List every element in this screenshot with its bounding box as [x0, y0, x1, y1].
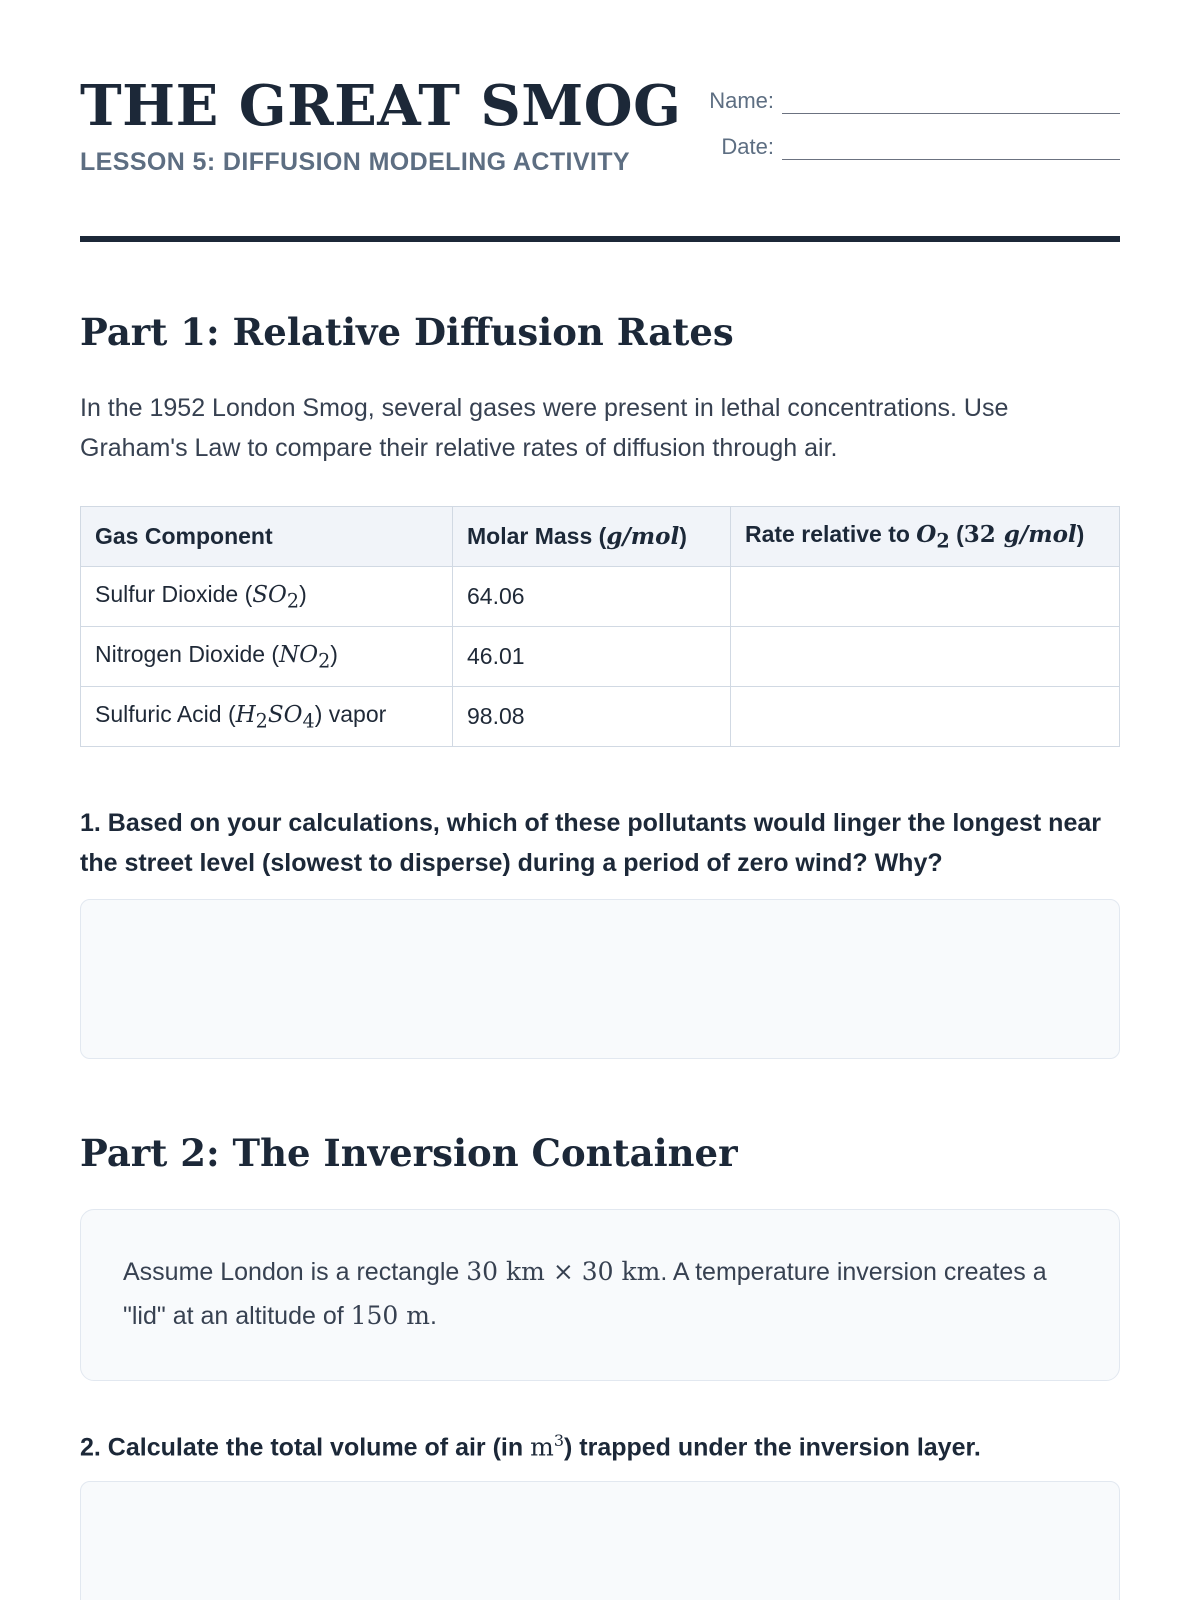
header: THE GREAT SMOG LESSON 5: DIFFUSION MODEL… [80, 0, 1120, 176]
table-row: Sulfuric Acid (H2SO4) vapor 98.08 [80, 686, 1120, 747]
rate-answer-cell[interactable] [730, 686, 1120, 747]
rate-answer-cell[interactable] [730, 626, 1120, 687]
table-header-row: Gas Component Molar Mass (g/mol) Rate re… [80, 506, 1120, 567]
gas-name-cell: Nitrogen Dioxide (NO2) [80, 626, 453, 687]
date-label: Date: [721, 134, 774, 159]
part1-intro: In the 1952 London Smog, several gases w… [80, 394, 1009, 462]
table-row: Nitrogen Dioxide (NO2) 46.01 [80, 626, 1120, 687]
date-field[interactable] [782, 135, 1120, 160]
name-field[interactable] [782, 89, 1120, 114]
gas-name-cell: Sulfur Dioxide (SO2) [80, 566, 453, 627]
date-row: Date: [690, 126, 1120, 160]
part1-title: Part 1: Relative Diffusion Rates [80, 310, 734, 354]
page-title: THE GREAT SMOG [80, 73, 682, 139]
gas-table: Gas Component Molar Mass (g/mol) Rate re… [80, 506, 1120, 747]
header-divider [80, 236, 1120, 242]
molar-mass-cell: 46.01 [452, 626, 731, 687]
name-row: Name: [690, 80, 1120, 114]
part2-title: Part 2: The Inversion Container [80, 1131, 738, 1175]
answer-box-1[interactable] [80, 899, 1120, 1059]
name-label: Name: [709, 88, 774, 113]
question-1: 1. Based on your calculations, which of … [80, 809, 1101, 877]
molar-mass-cell: 98.08 [452, 686, 731, 747]
header-gas-component: Gas Component [80, 506, 453, 567]
table-row: Sulfur Dioxide (SO2) 64.06 [80, 566, 1120, 627]
rate-answer-cell[interactable] [730, 566, 1120, 627]
gas-name-cell: Sulfuric Acid (H2SO4) vapor [80, 686, 453, 747]
page-subtitle: LESSON 5: DIFFUSION MODELING ACTIVITY [80, 148, 631, 176]
student-info: Name: Date: [690, 80, 1120, 172]
question-2: 2. Calculate the total volume of air (in… [80, 1431, 981, 1462]
inversion-info-box: Assume London is a rectangle 30 km × 30 … [80, 1209, 1120, 1381]
header-rate-relative: Rate relative to O2 (32 g/mol) [730, 506, 1120, 567]
answer-box-2[interactable] [80, 1481, 1120, 1600]
header-molar-mass: Molar Mass (g/mol) [452, 506, 731, 567]
molar-mass-cell: 64.06 [452, 566, 731, 627]
